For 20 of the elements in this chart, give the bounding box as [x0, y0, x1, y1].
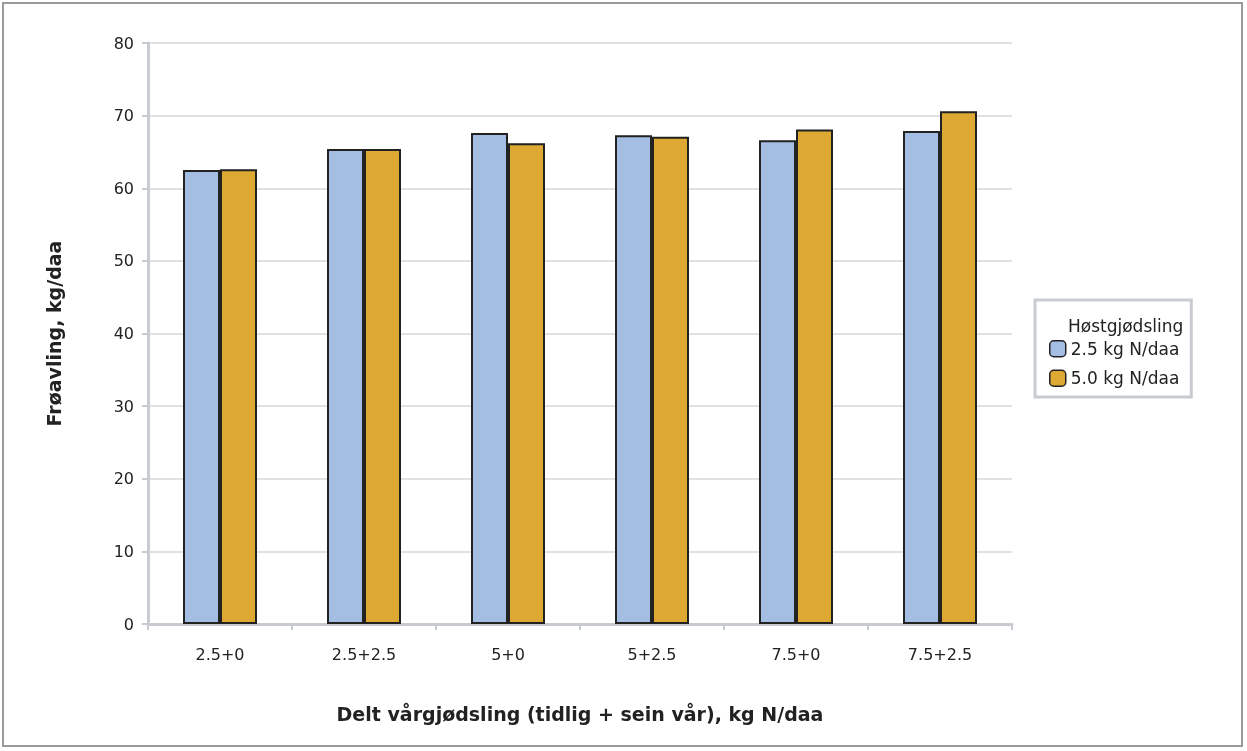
x-tick-label: 5+0: [491, 644, 525, 664]
y-tick-label: 0: [123, 614, 134, 634]
legend-title: Høstgjødsling: [1068, 315, 1184, 336]
y-tick-label: 80: [113, 33, 134, 53]
y-tick-label: 70: [113, 106, 134, 126]
y-tick-label: 60: [113, 178, 134, 198]
legend-label: 5.0 kg N/daa: [1070, 368, 1180, 389]
x-tick-label: 2.5+0: [195, 644, 245, 664]
y-tick-label: 50: [113, 251, 134, 271]
y-axis-title: Frøavling, kg/daa: [42, 240, 65, 427]
x-tick-label: 2.5+2.5: [331, 644, 397, 664]
y-tick-label: 20: [113, 469, 134, 489]
legend-label: 2.5 kg N/daa: [1070, 338, 1180, 359]
y-tick-label: 40: [113, 324, 134, 343]
y-tick-label: 10: [113, 541, 134, 561]
x-tick-label: 7.5+0: [771, 644, 821, 664]
x-axis-title: Delt vårgjødsling (tidlig + sein vår), kg N/daa: [336, 701, 824, 725]
y-tick-label: 30: [113, 396, 134, 416]
x-tick-label: 5+2.5: [627, 644, 677, 664]
x-tick-label: 7.5+2.5: [907, 644, 973, 664]
